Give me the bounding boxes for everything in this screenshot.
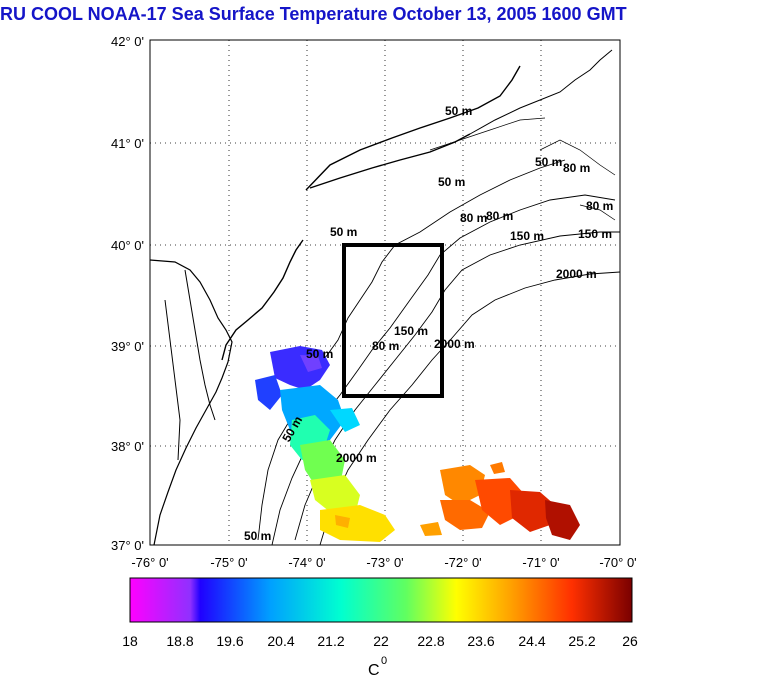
lon-tick-label: -72° 0' <box>444 555 481 570</box>
depth-label: 2000 m <box>556 267 597 281</box>
depth-label: 80 m <box>563 161 590 175</box>
colorbar-unit-superscript: 0 <box>381 655 387 667</box>
lat-tick-label: 37° 0' <box>111 538 144 553</box>
depth-label: 150 m <box>578 227 612 241</box>
lat-tick-label: 40° 0' <box>111 238 144 253</box>
depth-label: 50 m <box>438 175 465 189</box>
depth-label: 150 m <box>510 229 544 243</box>
depth-label: 50 m <box>330 225 357 239</box>
colorbar-tick: 24.4 <box>518 633 545 649</box>
lon-tick-label: -76° 0' <box>131 555 168 570</box>
depth-label: 80 m <box>372 339 399 353</box>
lat-tick-label: 38° 0' <box>111 439 144 454</box>
coastline-mainland <box>150 259 233 545</box>
colorbar-tick: 21.2 <box>317 633 344 649</box>
colorbar-tick: 25.2 <box>568 633 595 649</box>
map-title: RU COOL NOAA-17 Sea Surface Temperature … <box>0 4 627 24</box>
contour-shelf-inner <box>429 117 616 221</box>
lat-tick-label: 39° 0' <box>111 339 144 354</box>
colorbar-tick: 26 <box>622 633 638 649</box>
colorbar-gradient <box>129 577 633 623</box>
lon-tick-label: -75° 0' <box>210 555 247 570</box>
sst-data-west <box>255 346 395 542</box>
coastline-new-england <box>469 49 613 135</box>
colorbar-tick: 23.6 <box>467 633 494 649</box>
plot-frame <box>149 39 621 546</box>
lon-tick-label: -73° 0' <box>366 555 403 570</box>
depth-label: 50 m <box>445 104 472 118</box>
lon-tick-label: -70° 0' <box>599 555 636 570</box>
depth-label: 80 m <box>460 211 487 225</box>
colorbar-tick: 18 <box>122 633 138 649</box>
colorbar-tick: 19.6 <box>216 633 243 649</box>
colorbar-tick: 18.8 <box>166 633 193 649</box>
lat-axis: 42° 0' 41° 0' 40° 0' 39° 0' 38° 0' 37° 0… <box>111 34 144 553</box>
lon-tick-label: -74° 0' <box>288 555 325 570</box>
lat-tick-label: 41° 0' <box>111 136 144 151</box>
depth-label: 80 m <box>486 209 513 223</box>
lon-axis: -76° 0' -75° 0' -74° 0' -73° 0' -72° 0' … <box>131 555 636 570</box>
colorbar-tick: 20.4 <box>267 633 294 649</box>
coastline-nj <box>221 239 304 361</box>
colorbar-tick: 22 <box>373 633 389 649</box>
colorbar-tick: 22.8 <box>417 633 444 649</box>
colorbar-unit: C <box>368 662 380 679</box>
contour-50m <box>257 159 566 541</box>
sst-data-east <box>420 462 580 540</box>
depth-label: 50 m <box>535 155 562 169</box>
depth-label: 50 m <box>244 529 271 543</box>
coastline-chesapeake <box>164 269 216 461</box>
lat-tick-label: 42° 0' <box>111 34 144 49</box>
depth-label: 80 m <box>586 199 613 213</box>
depth-label: 50 m <box>306 347 333 361</box>
lon-tick-label: -71° 0' <box>522 555 559 570</box>
study-area-box <box>342 243 444 398</box>
colorbar: 18 18.8 19.6 20.4 21.2 22 22.8 23.6 24.4… <box>122 577 638 679</box>
coastline-long-island <box>305 65 521 191</box>
depth-label: 150 m <box>394 324 428 338</box>
depth-labels: 50 m 50 m 50 m 50 m 50 m 50 m 50 m 80 m … <box>244 104 613 543</box>
depth-label: 2000 m <box>434 337 475 351</box>
depth-label: 2000 m <box>336 451 377 465</box>
graticule <box>150 40 620 545</box>
